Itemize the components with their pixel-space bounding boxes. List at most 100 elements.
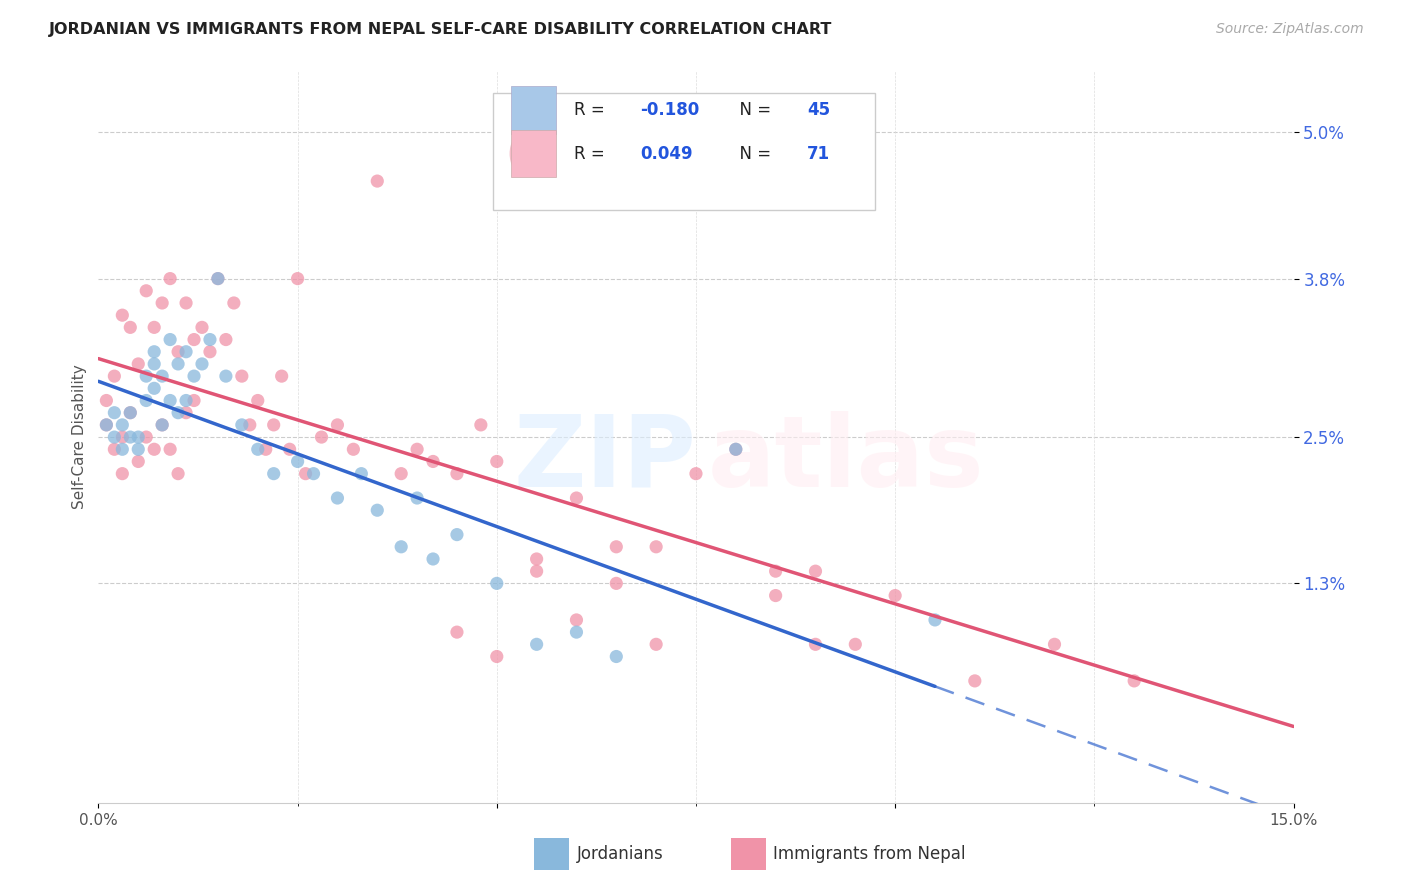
Point bbox=[198, 333, 221, 347]
Bar bbox=[510, 86, 557, 134]
Point bbox=[1043, 637, 1066, 651]
Point bbox=[120, 406, 142, 420]
Point bbox=[485, 576, 508, 591]
Point bbox=[174, 406, 197, 420]
Point bbox=[605, 576, 627, 591]
Point bbox=[111, 430, 134, 444]
Text: R =: R = bbox=[574, 145, 610, 162]
FancyBboxPatch shape bbox=[494, 94, 876, 211]
Point bbox=[96, 393, 118, 408]
Point bbox=[150, 369, 173, 384]
Point bbox=[645, 637, 668, 651]
Point bbox=[263, 417, 285, 432]
Point bbox=[485, 454, 508, 468]
Point bbox=[191, 320, 214, 334]
Point bbox=[103, 442, 125, 457]
Text: Jordanians: Jordanians bbox=[576, 845, 664, 863]
Point bbox=[150, 417, 173, 432]
Point bbox=[246, 442, 269, 457]
Point bbox=[804, 637, 827, 651]
Text: N =: N = bbox=[730, 145, 776, 162]
Text: atlas: atlas bbox=[709, 410, 984, 508]
Point bbox=[231, 369, 253, 384]
Point bbox=[422, 552, 444, 566]
Bar bbox=[510, 130, 557, 178]
Point bbox=[389, 467, 412, 481]
Point bbox=[765, 589, 787, 603]
Point bbox=[183, 369, 205, 384]
Point bbox=[263, 467, 285, 481]
Point bbox=[159, 442, 181, 457]
Text: Immigrants from Nepal: Immigrants from Nepal bbox=[773, 845, 966, 863]
Point bbox=[350, 467, 373, 481]
Point bbox=[963, 673, 986, 688]
Point bbox=[1123, 673, 1146, 688]
Point bbox=[96, 417, 118, 432]
Point bbox=[342, 442, 364, 457]
Text: Source: ZipAtlas.com: Source: ZipAtlas.com bbox=[1216, 22, 1364, 37]
Point bbox=[446, 467, 468, 481]
Point bbox=[246, 393, 269, 408]
Point bbox=[526, 637, 548, 651]
Point bbox=[207, 271, 229, 285]
Point bbox=[215, 369, 238, 384]
Text: 0.049: 0.049 bbox=[640, 145, 692, 162]
Point bbox=[326, 417, 349, 432]
Point bbox=[120, 320, 142, 334]
Point bbox=[724, 442, 747, 457]
Point bbox=[254, 442, 277, 457]
Point bbox=[406, 442, 429, 457]
Point bbox=[159, 393, 181, 408]
Point bbox=[174, 296, 197, 310]
Point bbox=[294, 467, 316, 481]
Point bbox=[174, 344, 197, 359]
Point bbox=[111, 308, 134, 322]
Point bbox=[565, 491, 588, 505]
Text: 45: 45 bbox=[807, 101, 830, 119]
Point bbox=[135, 284, 157, 298]
Point bbox=[120, 406, 142, 420]
Point bbox=[135, 430, 157, 444]
Point bbox=[287, 454, 309, 468]
Point bbox=[143, 357, 166, 371]
Text: 71: 71 bbox=[807, 145, 830, 162]
Point bbox=[565, 613, 588, 627]
Point bbox=[159, 271, 181, 285]
Point bbox=[127, 454, 149, 468]
Point bbox=[645, 540, 668, 554]
Point bbox=[150, 417, 173, 432]
Point bbox=[422, 454, 444, 468]
Text: ZIP: ZIP bbox=[513, 410, 696, 508]
Point bbox=[470, 417, 492, 432]
Point bbox=[167, 357, 190, 371]
Point bbox=[526, 564, 548, 578]
Point bbox=[565, 625, 588, 640]
Point bbox=[605, 649, 627, 664]
Point bbox=[167, 467, 190, 481]
Point bbox=[103, 406, 125, 420]
Point bbox=[135, 393, 157, 408]
Point bbox=[191, 357, 214, 371]
Point bbox=[685, 467, 707, 481]
Point bbox=[406, 491, 429, 505]
Point bbox=[135, 369, 157, 384]
Point bbox=[207, 271, 229, 285]
Point bbox=[605, 540, 627, 554]
Point bbox=[526, 552, 548, 566]
Text: R =: R = bbox=[574, 101, 610, 119]
Point bbox=[198, 344, 221, 359]
Point bbox=[111, 467, 134, 481]
Point bbox=[884, 589, 907, 603]
Point bbox=[278, 442, 301, 457]
Text: N =: N = bbox=[730, 101, 776, 119]
Point bbox=[804, 564, 827, 578]
Point bbox=[183, 333, 205, 347]
Point bbox=[326, 491, 349, 505]
Point bbox=[765, 564, 787, 578]
Point bbox=[389, 540, 412, 554]
Y-axis label: Self-Care Disability: Self-Care Disability bbox=[72, 365, 87, 509]
Point bbox=[183, 393, 205, 408]
Point bbox=[724, 442, 747, 457]
Point bbox=[311, 430, 333, 444]
Point bbox=[96, 417, 118, 432]
